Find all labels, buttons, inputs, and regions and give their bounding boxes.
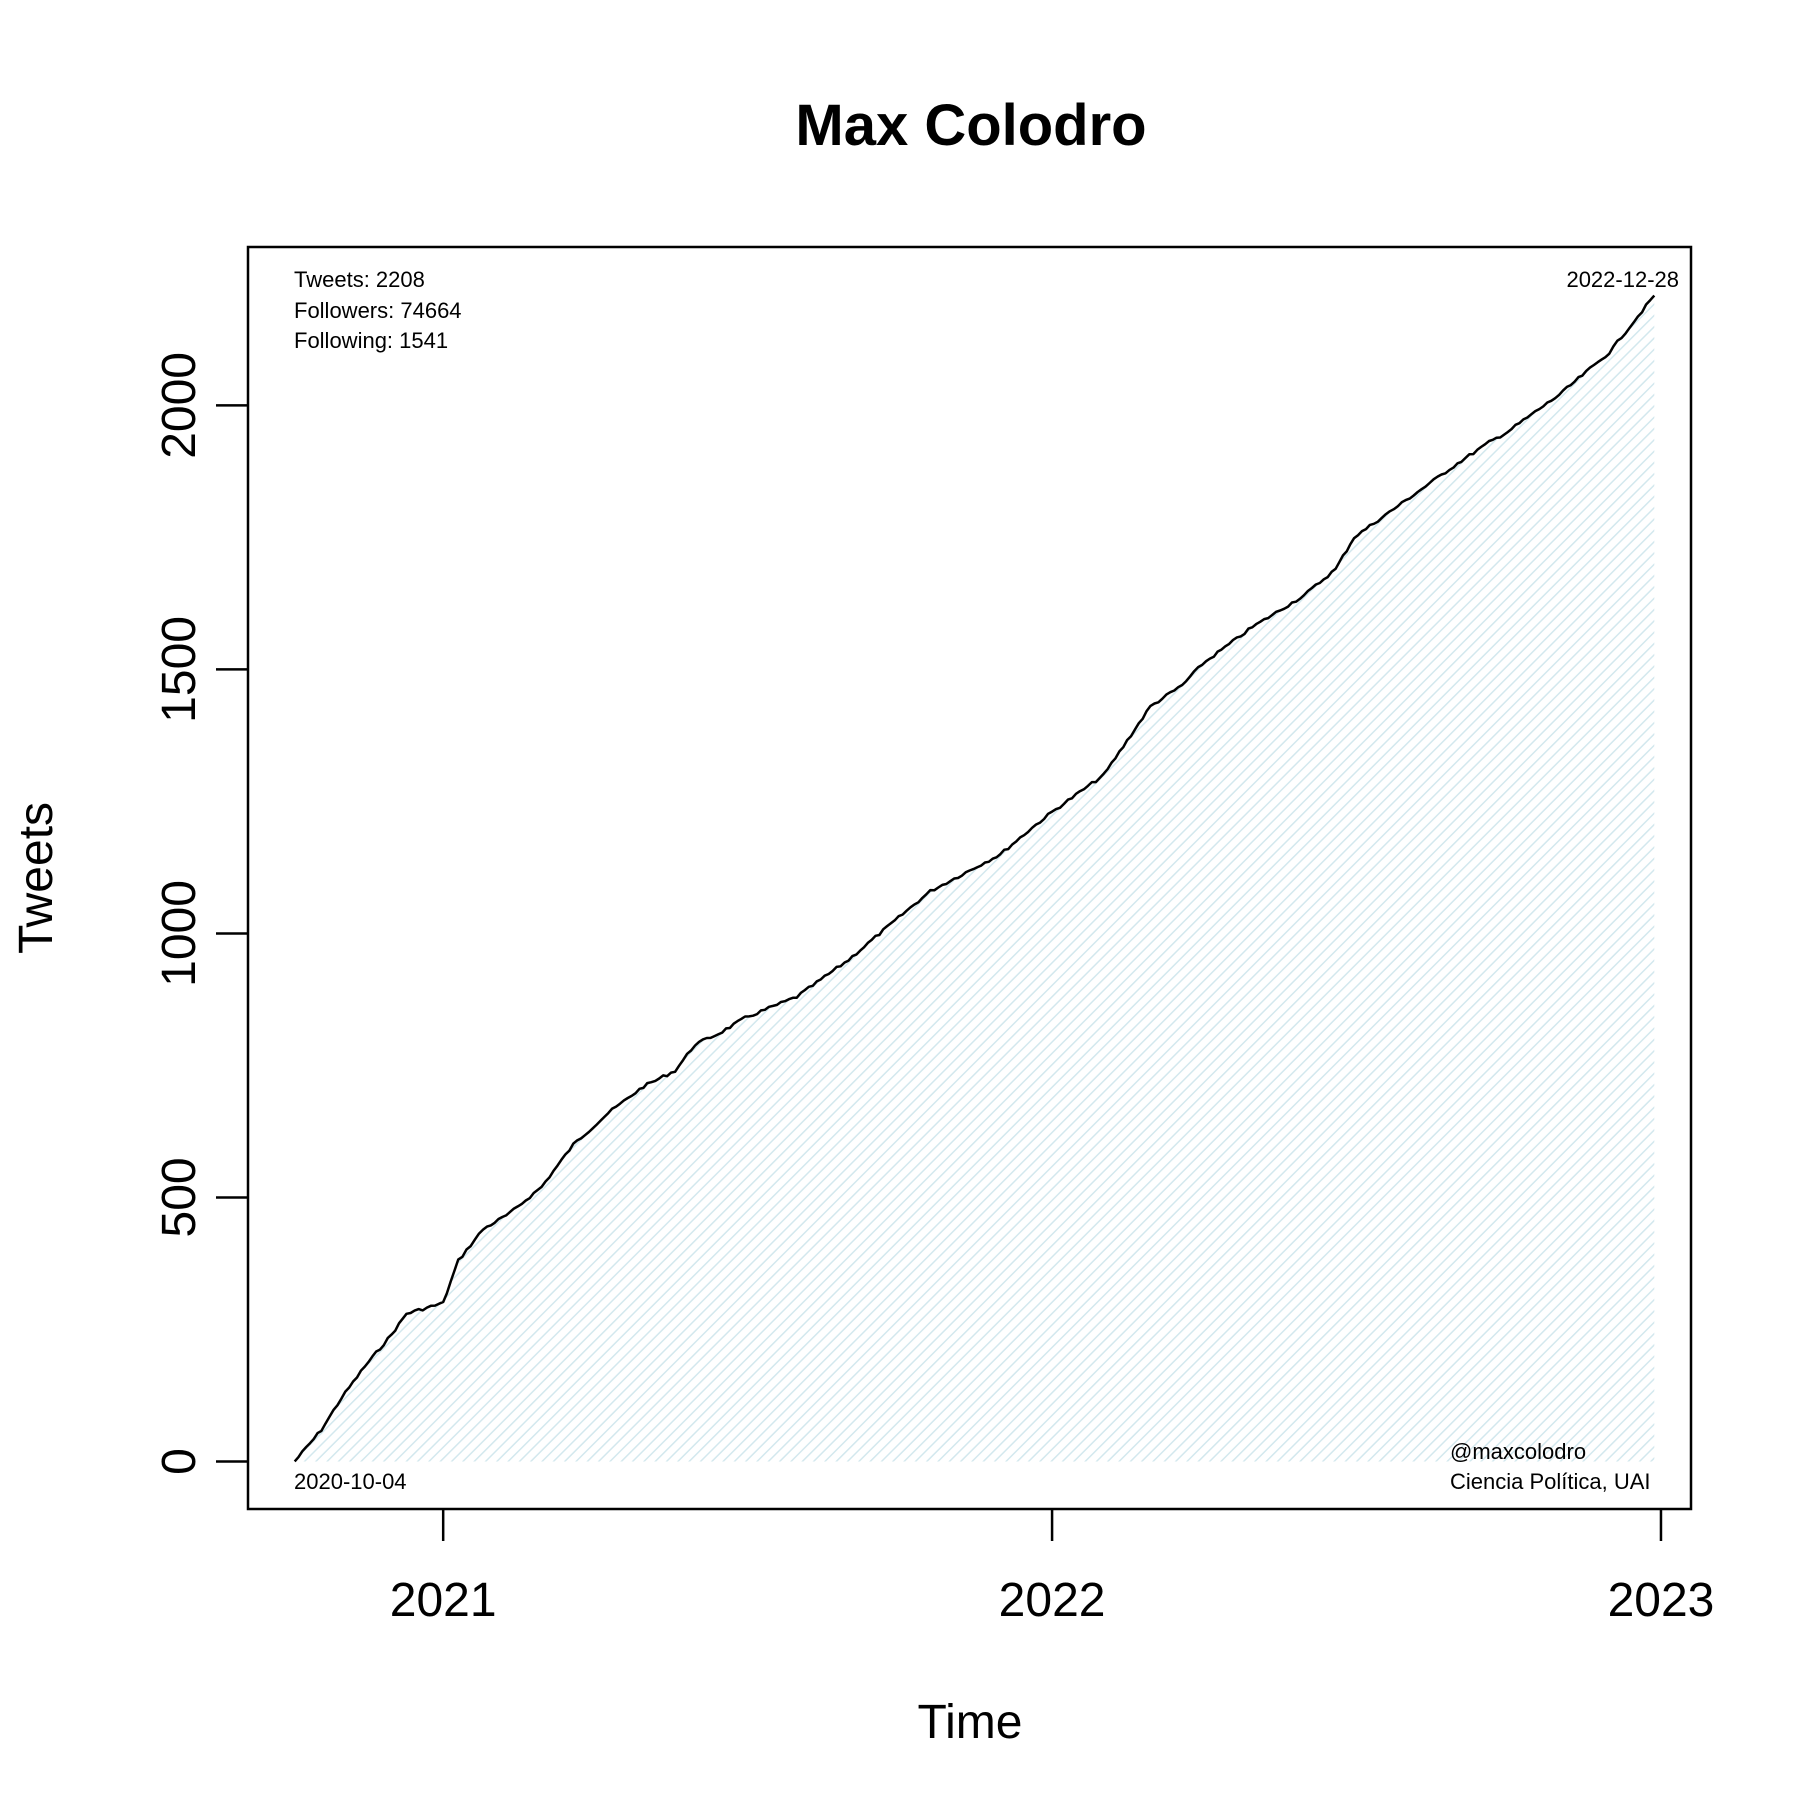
affiliation-label: Ciencia Política, UAI [1450, 1469, 1651, 1494]
y-tick-label: 1000 [153, 880, 206, 987]
followers-count-label: Followers: 74664 [294, 298, 462, 323]
tweets-count-label: Tweets: 2208 [294, 267, 425, 292]
y-tick-label: 500 [153, 1157, 206, 1237]
end-date-label: 2022-12-28 [1566, 267, 1679, 292]
x-tick-label: 2022 [999, 1574, 1106, 1627]
y-tick-label: 2000 [153, 352, 206, 459]
start-date-label: 2020-10-04 [294, 1469, 407, 1494]
chart-title: Max Colodro [795, 93, 1146, 158]
x-axis-title: Time [918, 1696, 1023, 1749]
following-count-label: Following: 1541 [294, 328, 448, 353]
y-axis-title: Tweets [10, 802, 63, 954]
x-axis: 2021 2022 2023 [390, 1509, 1715, 1627]
cumulative-tweets-line [293, 294, 1656, 1463]
handle-label: @maxcolodro [1450, 1439, 1586, 1464]
x-tick-label: 2021 [390, 1574, 497, 1627]
plot-frame [246, 245, 1693, 1511]
y-tick-label: 0 [153, 1448, 206, 1475]
y-axis: 0 500 1000 1500 2000 [153, 352, 248, 1475]
x-tick-label: 2023 [1608, 1574, 1715, 1627]
y-tick-label: 1500 [153, 616, 206, 723]
